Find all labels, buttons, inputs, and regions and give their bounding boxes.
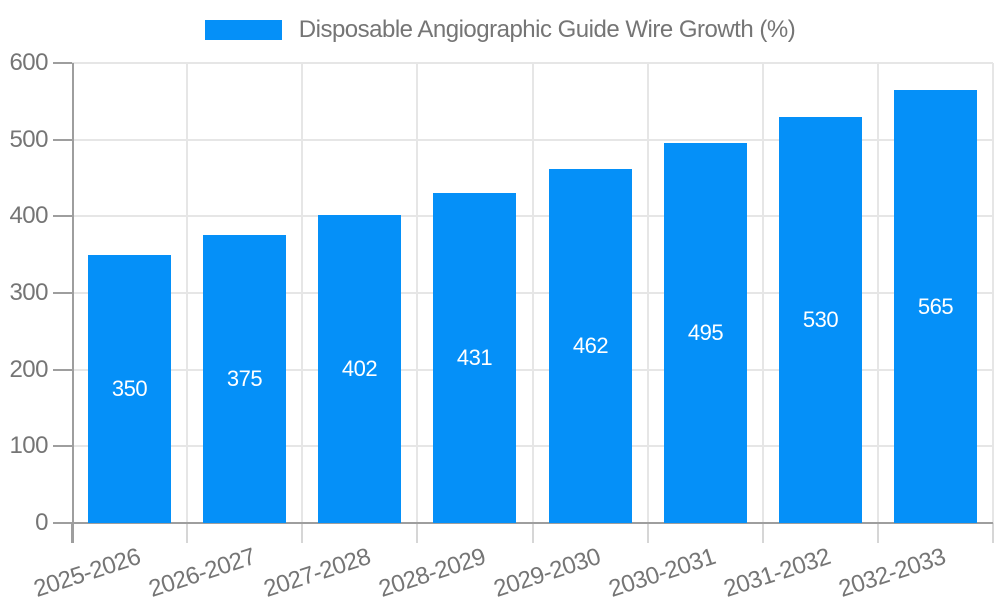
y-axis-tick [53,62,72,64]
category-gridline [646,63,649,523]
y-tick-label: 100 [9,432,48,460]
y-axis-tick [53,292,72,294]
category-gridline [531,63,534,523]
x-axis-tick [992,523,994,543]
bar-value-label: 402 [341,356,378,381]
category-gridline [761,63,764,523]
y-axis-tick [53,522,72,524]
bar[interactable]: 495 [664,143,747,523]
x-axis-tick [301,523,304,543]
bar-value-label: 462 [572,333,609,358]
y-tick-label: 500 [9,125,48,153]
y-tick-label: 300 [9,279,48,306]
category-gridline [186,63,189,523]
bar-value-label: 530 [802,307,839,332]
x-axis-tick [531,523,534,543]
x-axis-tick [761,523,764,543]
bar[interactable]: 565 [894,90,977,523]
bar-value-label: 495 [687,320,724,345]
bar[interactable]: 462 [549,169,632,523]
bar[interactable]: 350 [88,255,171,523]
y-tick-label: 600 [9,49,48,76]
chart-title: Disposable Angiographic Guide Wire Growt… [298,16,796,43]
y-tick-label: 0 [35,509,48,536]
x-axis-tick [186,523,189,543]
category-gridline [416,63,419,523]
bar[interactable]: 530 [779,117,862,523]
x-axis-tick [876,523,879,543]
y-tick-label: 200 [9,355,48,383]
plot-area: 0 100 200 300 400 500 600 350 375 402 431 462 495 530… [9,51,994,600]
chart-legend: Disposable Angiographic Guide Wire Growt… [0,18,1000,42]
bar[interactable]: 375 [203,235,286,523]
y-axis-tick [53,138,72,141]
y-axis-tick [53,368,72,371]
category-gridline [301,63,304,523]
bar-value-label: 350 [111,376,148,401]
x-axis-line [72,522,993,524]
y-tick-label: 400 [9,202,48,230]
y-axis-line [72,63,74,543]
y-axis-tick [53,445,72,448]
y-axis-tick [53,215,72,218]
bar[interactable]: 402 [318,215,401,523]
category-gridline [992,63,994,523]
bar-value-label: 565 [917,294,954,319]
x-axis-tick [646,523,649,543]
bar-value-label: 375 [226,366,263,391]
category-gridline [876,63,879,523]
legend-swatch [204,20,282,40]
bar[interactable]: 431 [433,193,516,523]
x-axis-tick [416,523,419,543]
bar-value-label: 431 [456,345,493,370]
